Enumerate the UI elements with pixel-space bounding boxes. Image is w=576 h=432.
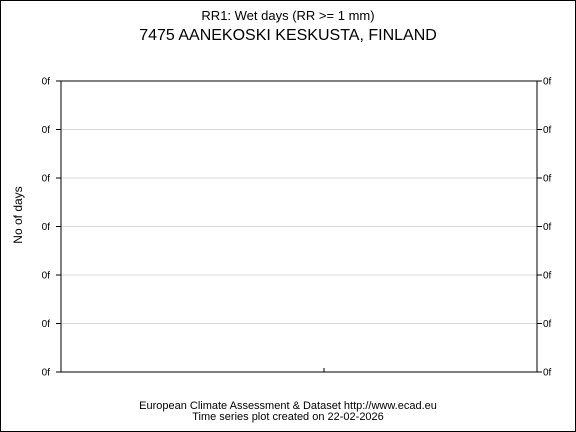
y-tick-label-left: 0f [42,271,51,282]
y-tick-label-left: 0f [42,125,51,136]
y-axis-right-labels: 0f 0f 0f 0f 0f 0f 0f [543,77,552,379]
footer-created: Time series plot created on 22-02-2026 [192,411,384,423]
y-tick-label-left: 0f [42,174,51,185]
y-axis-left-labels: 0f 0f 0f 0f 0f 0f 0f [42,77,51,379]
y-tick-label-left: 0f [42,368,51,379]
chart-subtitle: 7475 AANEKOSKI KESKUSTA, FINLAND [139,27,437,44]
y-tick-label-left: 0f [42,77,51,88]
y-axis-label: No of days [11,186,25,243]
chart-title: RR1: Wet days (RR >= 1 mm) [201,8,375,23]
y-tick-label-right: 0f [543,125,552,136]
axis-ticks [56,80,542,373]
y-tick-label-right: 0f [543,174,552,185]
y-tick-label-right: 0f [543,271,552,282]
y-tick-label-right: 0f [543,77,552,88]
grid-lines [61,129,537,324]
footer-source: European Climate Assessment & Dataset ht… [139,400,437,412]
y-tick-label-left: 0f [42,319,51,330]
y-tick-label-right: 0f [543,222,552,233]
y-tick-label-right: 0f [543,319,552,330]
y-tick-label-right: 0f [543,368,552,379]
y-tick-label-left: 0f [42,222,51,233]
